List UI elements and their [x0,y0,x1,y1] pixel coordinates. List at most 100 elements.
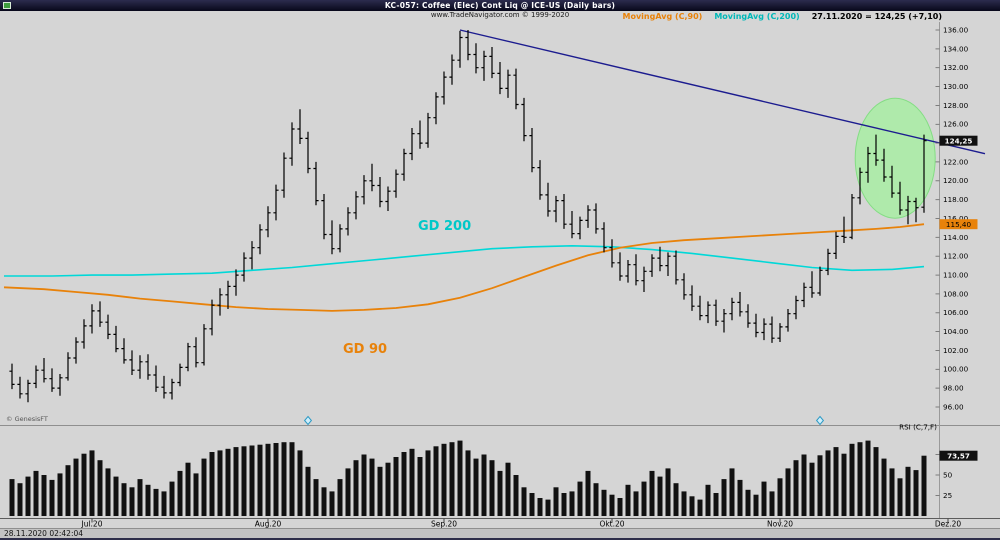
ohlc-bar [89,304,95,334]
price-axis-label: 132.00 [943,63,969,72]
ohlc-bar [713,299,719,326]
ohlc-bar [273,184,279,221]
rsi-bar [369,458,375,516]
rsi-bar [921,455,927,516]
rsi-bar [905,466,911,516]
ohlc-bar [561,194,567,229]
rsi-bar [817,455,823,516]
gd90-line [3,223,925,312]
ohlc-bar [745,304,751,328]
price-axis-label: 108.00 [943,289,969,298]
rsi-bar [201,458,207,516]
ohlc-bar [865,146,871,183]
ohlc-bar [769,316,775,343]
ohlc-bar [529,128,535,173]
rsi-bar [689,496,695,516]
rsi-tick-label: 25 [943,491,952,500]
rsi-bar [433,446,439,516]
ohlc-bar [9,363,15,390]
rsi-bar [705,484,711,516]
rsi-bar [113,476,119,516]
price-axis-label: 122.00 [943,157,969,166]
ohlc-bar [201,324,207,366]
rsi-bar [737,479,743,516]
ohlc-bar [777,323,783,342]
rsi-bar [849,443,855,516]
ohlc-bar [441,71,447,105]
rsi-bar [105,468,111,516]
rsi-bar [89,450,95,516]
rsi-bar [81,453,87,516]
ma90-value-label: 115,40 [946,220,972,229]
ohlc-bar [305,131,311,174]
rsi-bar [153,488,159,516]
rsi-bar [489,460,495,516]
ohlc-bar [97,301,103,327]
ohlc-bar [145,354,151,380]
ohlc-bar [665,252,671,276]
rsi-bar [161,491,167,516]
gd200-line [4,244,925,277]
ohlc-bar [377,177,383,208]
rollover-marker-icon [303,415,313,426]
rsi-bar [505,462,511,516]
ohlc-bar [353,191,359,220]
rsi-bar [129,487,135,516]
ohlc-bar [585,205,591,228]
rsi-bar [521,487,527,516]
rsi-bar [601,489,607,516]
rsi-bar [57,473,63,516]
ohlc-bar [417,120,423,149]
rsi-bar [641,481,647,516]
window-titlebar[interactable]: KC-057: Coffee (Elec) Cont Liq @ ICE-US … [0,0,1000,11]
ohlc-bar [425,112,431,148]
ohlc-bar [185,342,191,372]
ohlc-bar [401,148,407,181]
ohlc-bar [457,30,463,68]
price-axis-label: 102.00 [943,346,969,355]
ohlc-bar [385,186,391,211]
ma90-value-box [939,219,978,230]
ohlc-bar [81,319,87,349]
ohlc-bar [697,295,703,321]
rsi-bar [913,470,919,516]
rsi-bar [457,440,463,516]
rsi-bar [529,493,535,516]
rsi-bar [337,479,343,516]
rsi-bar [297,450,303,516]
ohlc-bar [433,92,439,125]
rsi-bar [625,484,631,516]
ohlc-bar [849,194,855,240]
last-price-box [939,135,978,146]
ohlc-bar [233,269,239,296]
rsi-bar [425,450,431,516]
ohlc-bar [449,54,455,85]
ohlc-bar [129,350,135,375]
ohlc-bar [513,68,519,110]
legend-ma200-label: MovingAvg (C,200) [714,12,800,21]
price-axis-label: 106.00 [943,308,969,317]
rsi-bar [809,462,815,516]
ohlc-bar [121,338,127,364]
ohlc-bar [361,175,367,205]
ohlc-bar [265,206,271,238]
rsi-bar [121,483,127,516]
rsi-bar [593,483,599,516]
rsi-bar [673,483,679,516]
rsi-bar [761,481,767,516]
ohlc-bar [817,266,823,296]
ohlc-bar [489,47,495,79]
month-label: Dez.20 [935,520,961,529]
ohlc-bar [913,197,919,223]
app-icon [3,2,11,9]
price-axis-label: 116.00 [943,214,969,223]
ohlc-bar [521,97,527,142]
rsi-bar [441,443,447,516]
ohlc-bar [49,368,55,392]
ohlc-bar [505,69,511,98]
rsi-bar [857,442,863,516]
rsi-bar [665,468,671,516]
gd200-annotation: GD 200 [418,219,471,234]
ohlc-bar [297,109,303,144]
